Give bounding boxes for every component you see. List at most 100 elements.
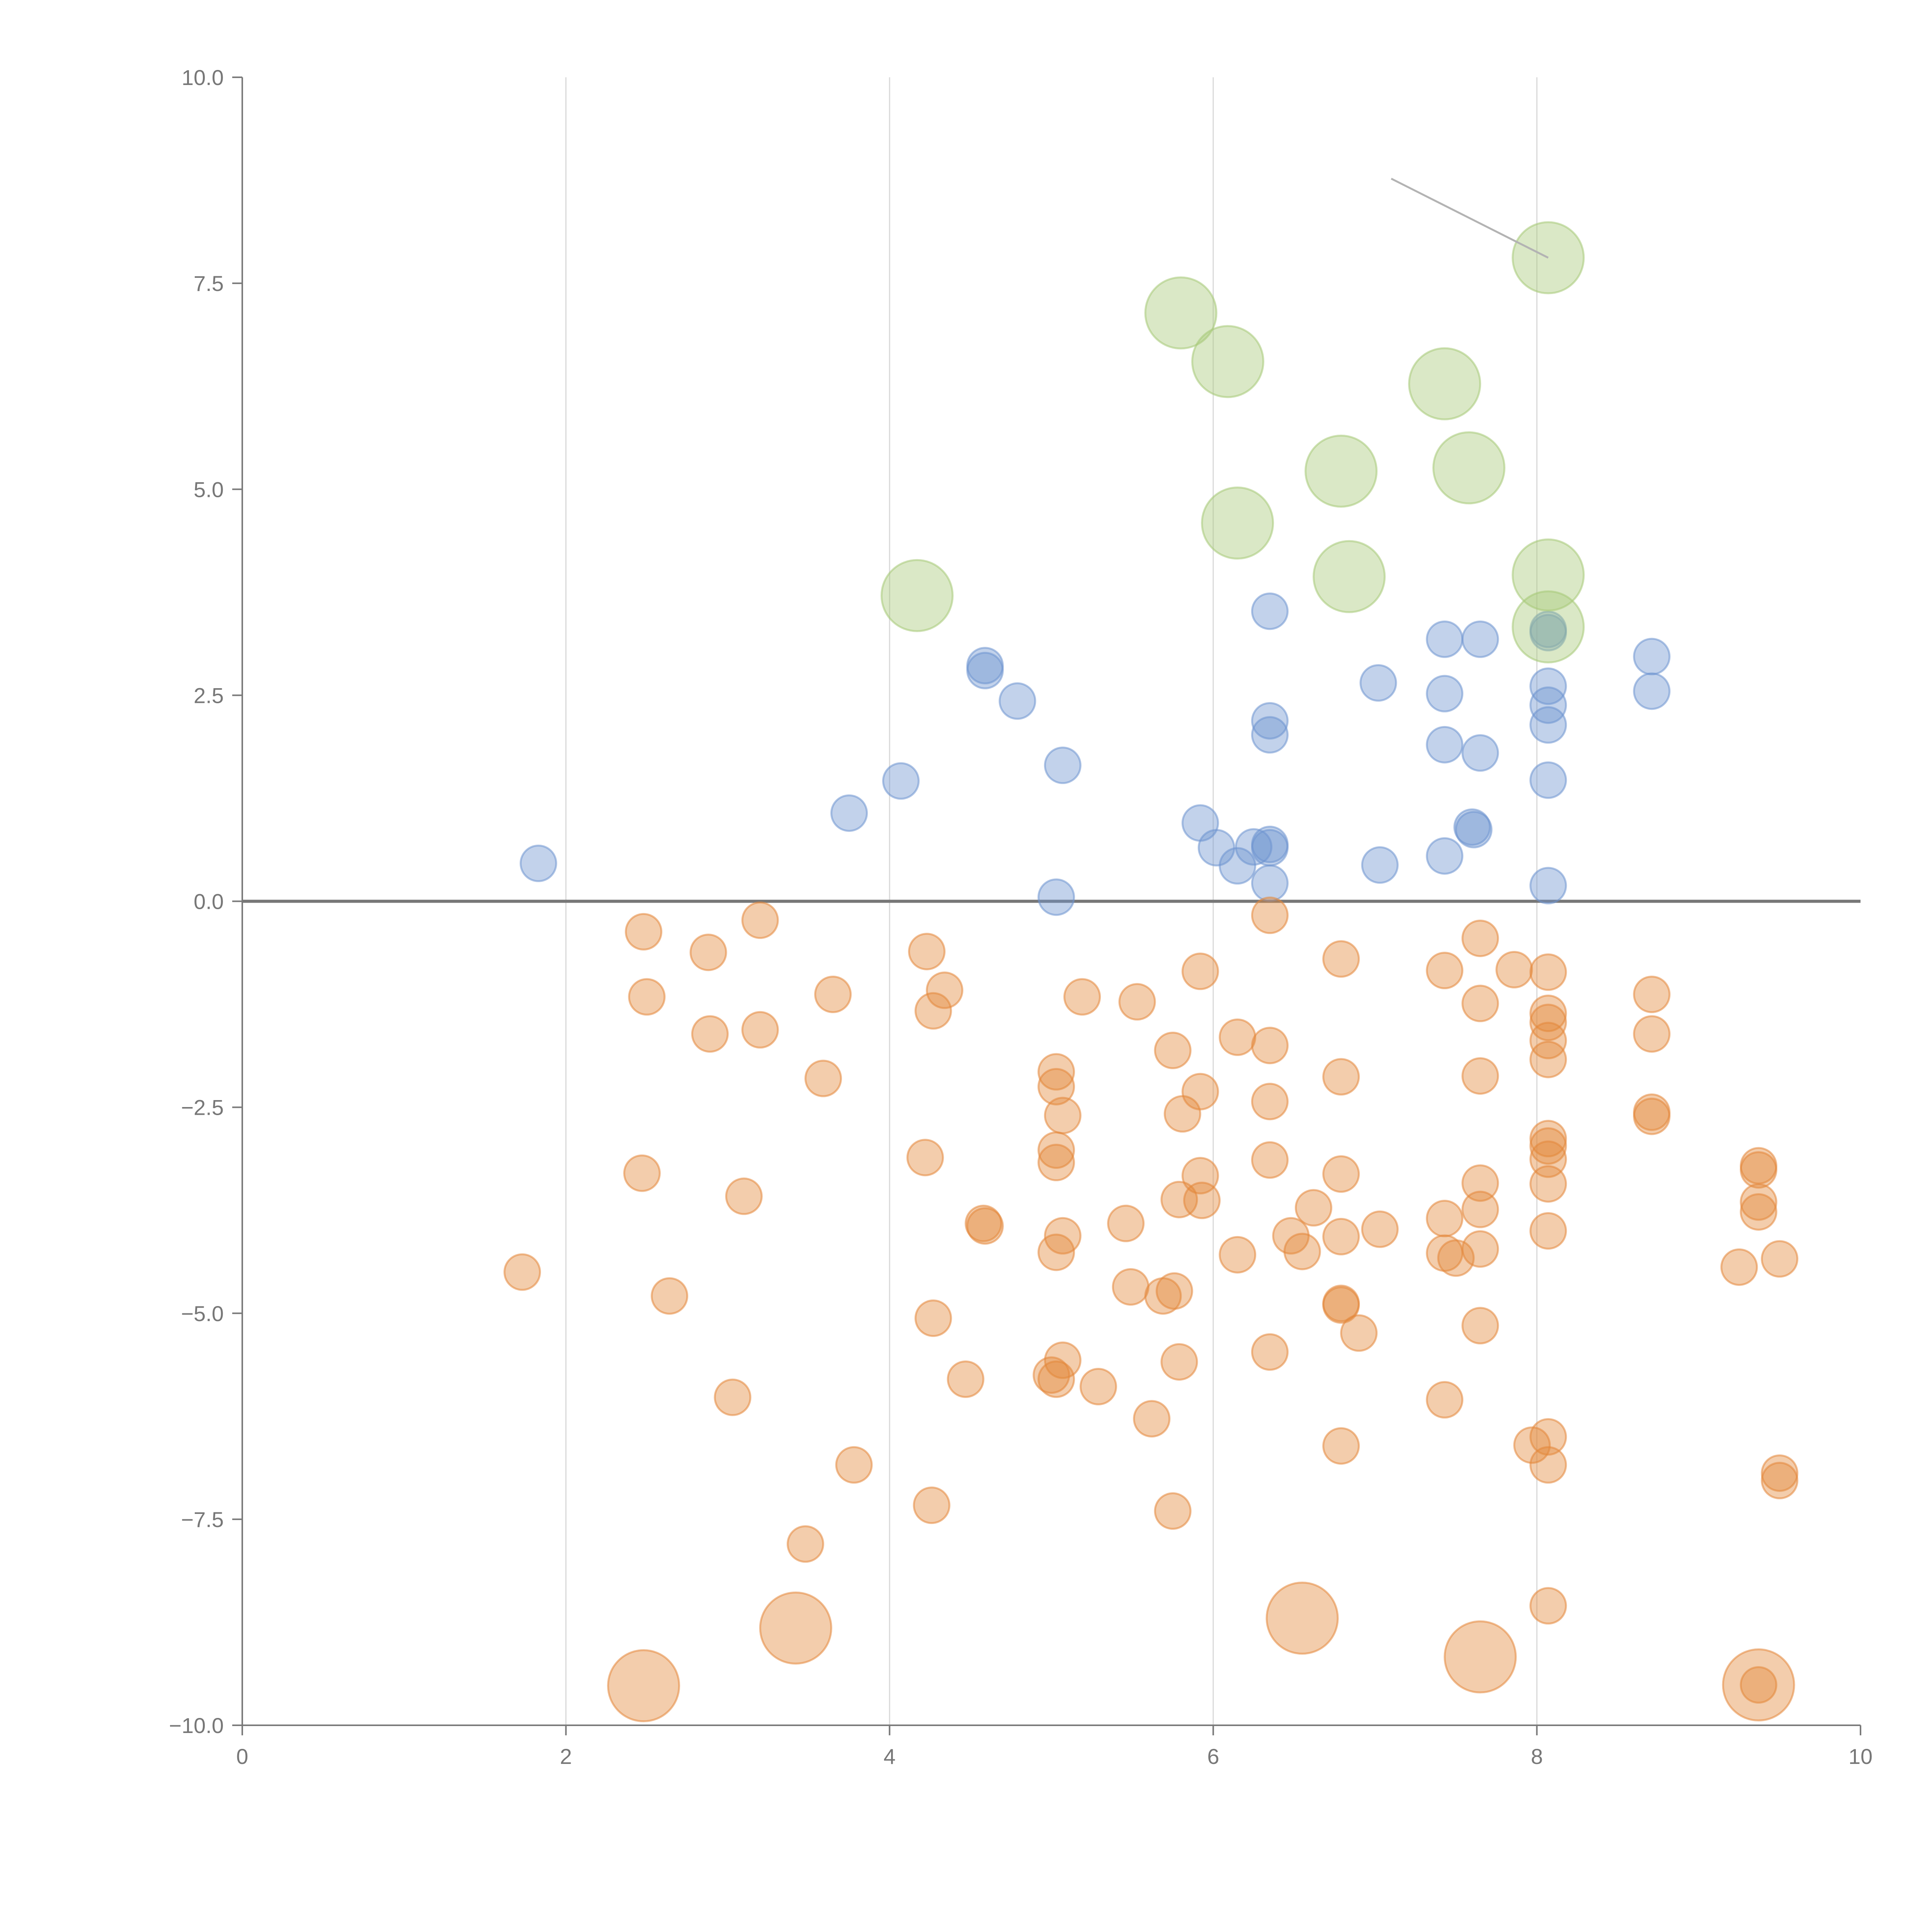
negative-point [814, 975, 852, 1013]
negative-point [1633, 1097, 1671, 1135]
y-tick-label: 7.5 [194, 271, 224, 296]
negative-point [1112, 1268, 1150, 1306]
negative-point [1322, 940, 1360, 978]
x-tick-label: 10 [1849, 1744, 1872, 1769]
negative-point [1037, 1053, 1075, 1091]
x-tick-label: 2 [560, 1744, 572, 1769]
y-tick-label: −7.5 [181, 1507, 224, 1532]
negative-point [725, 1177, 763, 1215]
positive-point [882, 762, 920, 800]
negative-point [1761, 1462, 1799, 1500]
negative-point [926, 971, 964, 1009]
x-tick-label: 4 [884, 1744, 896, 1769]
negative-point [1037, 1144, 1075, 1182]
y-tick-label: −10.0 [169, 1713, 224, 1738]
negative-point [1461, 1230, 1499, 1268]
negative-point [1183, 1182, 1221, 1219]
highlight-point [1512, 538, 1585, 612]
negative-point [1529, 1446, 1567, 1484]
highlight-point [1144, 276, 1218, 350]
negative-point [1529, 995, 1567, 1032]
data-points [503, 221, 1799, 1723]
y-tick-label: 10.0 [182, 65, 224, 90]
negative-point [1361, 1210, 1399, 1248]
negative-large-point [1265, 1582, 1339, 1655]
negative-point [1118, 983, 1156, 1021]
negative-point [1155, 1272, 1193, 1310]
negative-point [1251, 896, 1289, 934]
negative-point [623, 1154, 661, 1192]
negative-point [1529, 953, 1567, 991]
positive-point [1529, 667, 1567, 705]
negative-point [1133, 1400, 1171, 1438]
y-tick-label: 2.5 [194, 683, 224, 707]
negative-point [741, 1011, 779, 1049]
positive-point [1461, 620, 1499, 658]
highlight-point [1432, 431, 1506, 505]
negative-point [947, 1360, 985, 1398]
negative-point [1251, 1027, 1289, 1065]
negative-point [913, 1486, 951, 1524]
positive-point [1361, 846, 1399, 884]
y-tick-label: 5.0 [194, 477, 224, 502]
negative-point [1633, 975, 1671, 1013]
annotations [1391, 178, 1549, 259]
negative-point [964, 1204, 1002, 1242]
negative-point [1495, 951, 1533, 988]
negative-point [1294, 1189, 1332, 1227]
negative-point [1529, 1587, 1567, 1625]
negative-point [804, 1060, 842, 1097]
negative-point [1720, 1248, 1758, 1286]
y-tick-label: −5.0 [181, 1301, 224, 1326]
negative-point [1461, 1057, 1499, 1095]
positive-point [1633, 638, 1671, 675]
negative-point [1426, 1381, 1464, 1419]
negative-point [741, 901, 779, 939]
positive-point [1037, 878, 1075, 916]
negative-point [1426, 952, 1464, 990]
negative-point [1322, 1427, 1360, 1465]
positive-point [1529, 761, 1567, 799]
negative-point [503, 1253, 541, 1291]
axes: 0 2 4 6 8 10 −10.0 −7.5 −5.0 −2.5 0.0 2.5 5.0 7.5 10.0 [169, 65, 1872, 1769]
positive-point [1359, 664, 1397, 702]
positive-point [1529, 686, 1567, 724]
negative-point [908, 933, 946, 971]
y-tick-label: 0.0 [194, 889, 224, 914]
negative-point [1761, 1240, 1799, 1278]
highlight-point [1408, 347, 1481, 420]
negative-point [1461, 919, 1499, 957]
negative-point [1461, 1190, 1499, 1228]
positive-point [966, 651, 1004, 689]
negative-point [628, 978, 666, 1016]
negative-point [651, 1277, 689, 1315]
negative-point [1219, 1236, 1257, 1274]
negative-point [1251, 1141, 1289, 1179]
negative-point [1107, 1204, 1145, 1242]
negative-point [906, 1139, 944, 1177]
negative-point [1529, 1041, 1567, 1078]
positive-point [1529, 867, 1567, 905]
x-tick-label: 6 [1207, 1744, 1219, 1769]
negative-point [1322, 1155, 1360, 1193]
positive-point [1461, 734, 1499, 772]
negative-point [1340, 1314, 1378, 1352]
negative-point [1251, 1333, 1289, 1371]
positive-point [1455, 811, 1493, 849]
negative-point [1633, 1015, 1671, 1053]
annotation-leader-line [1391, 178, 1549, 259]
negative-large-point [1722, 1648, 1795, 1722]
negative-point [1437, 1239, 1475, 1277]
positive-point [1251, 592, 1289, 630]
negative-point [914, 1299, 952, 1337]
negative-point [786, 1525, 824, 1563]
negative-point [1032, 1356, 1070, 1394]
highlight-point [1191, 325, 1264, 398]
x-tick-label: 8 [1531, 1744, 1543, 1769]
negative-point [1181, 1073, 1219, 1111]
negative-point [1529, 1127, 1567, 1165]
negative-point [714, 1378, 752, 1416]
negative-point [914, 992, 952, 1030]
positive-point [1426, 675, 1464, 713]
